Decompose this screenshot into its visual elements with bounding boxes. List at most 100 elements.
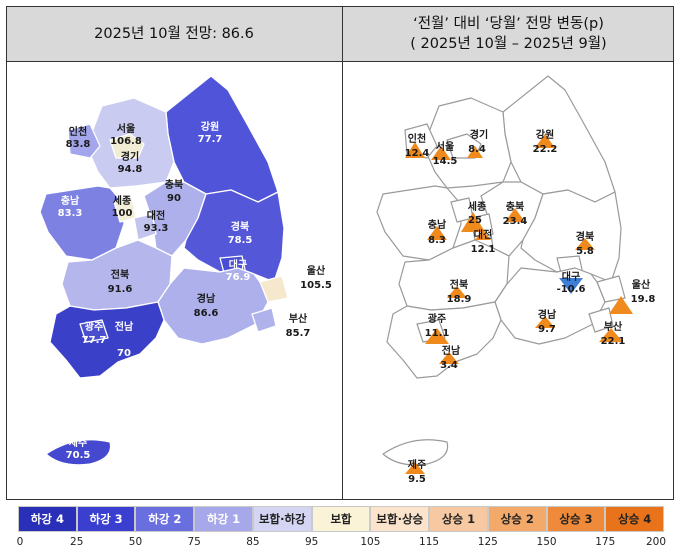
left-label-daegu-name: 대구 xyxy=(229,258,247,271)
right-label-chungbuk-name: 충북 xyxy=(506,200,524,213)
right-label-gyeonggi-value: 8.4 xyxy=(468,144,486,155)
left-label-ulsan-value: 105.5 xyxy=(300,280,332,291)
right-label-busan-value: 22.1 xyxy=(601,336,626,347)
left-label-jeju-value: 70.5 xyxy=(66,450,91,461)
figure-frame xyxy=(6,6,674,500)
legend-tick-label: 150 xyxy=(536,536,557,548)
left-label-seoul-name: 서울 xyxy=(117,122,135,135)
right-label-sejong-value: 25 xyxy=(468,215,482,226)
left-label-gyeonggi-name: 경기 xyxy=(121,150,139,163)
arrow-up-icon xyxy=(447,286,467,298)
left-label-gangwon-value: 77.7 xyxy=(198,134,223,145)
region-daejeon xyxy=(133,213,157,241)
region-chungnam xyxy=(39,185,125,261)
legend-tick-label: 25 xyxy=(70,536,84,548)
region-busan xyxy=(251,307,277,333)
right-label-gangwon-value: 22.2 xyxy=(533,144,558,155)
arrow-up-icon xyxy=(405,462,425,474)
region-jeju xyxy=(45,439,112,466)
right-label-jeonnam-name: 전남 xyxy=(442,344,461,357)
left-label-busan-value: 85.7 xyxy=(286,328,311,339)
arrow-up-icon xyxy=(535,316,555,328)
left-label-seoul-value: 106.8 xyxy=(110,136,142,147)
right-label-gwangju-name: 광주 xyxy=(428,313,446,325)
legend-tick-label: 115 xyxy=(419,536,440,548)
right-label-busan-name: 부산 xyxy=(604,320,623,333)
left-label-gyeongbuk-name: 경북 xyxy=(231,220,249,233)
arrow-up-icon xyxy=(461,212,485,232)
legend-item: 하강 1 xyxy=(194,506,253,532)
right-label-incheon-value: 12.4 xyxy=(405,148,430,159)
legend-tick-label: 105 xyxy=(360,536,381,548)
arrow-up-icon xyxy=(467,146,483,158)
right-label-chungnam-value: 8.3 xyxy=(428,235,446,246)
left-label-chungnam-value: 83.3 xyxy=(58,208,83,219)
region-incheon xyxy=(67,123,101,159)
left-label-daejeon-name: 대전 xyxy=(147,209,165,222)
legend-item: 하강 2 xyxy=(135,506,195,532)
right-label-jeju-value: 9.5 xyxy=(408,474,426,485)
legend-item: 상승 4 xyxy=(605,506,665,532)
left-label-daegu-value: 76.9 xyxy=(226,272,251,283)
left-label-ulsan-name: 울산 xyxy=(307,264,326,277)
legend-item: 상승 2 xyxy=(487,506,547,532)
right-label-chungbuk-value: 23.4 xyxy=(503,216,528,227)
right-label-gyeongbuk-value: 5.8 xyxy=(576,246,594,257)
left-label-jeju-name: 제주 xyxy=(69,436,87,449)
legend-tick-label: 85 xyxy=(246,536,260,548)
arrow-up-icon xyxy=(505,208,525,222)
right-panel-header: ‘전월’ 대비 ‘당월’ 전망 변동(p) ( 2025년 10월 – 2025… xyxy=(343,6,674,62)
legend-tick-label: 125 xyxy=(477,536,498,548)
right-label-sejong-name: 세종 xyxy=(468,200,486,213)
legend-item: 하강 3 xyxy=(76,506,136,532)
left-label-gyeongbuk-value: 78.5 xyxy=(228,235,253,246)
arrow-up-icon xyxy=(439,352,459,364)
left-label-daejeon-value: 93.3 xyxy=(144,223,169,234)
color-legend: 하강 4 하강 3 하강 2 하강 1 보합·하강 보합 보합·상승 상승 1 상승 2 상승 3… xyxy=(18,506,665,532)
legend-tick-label: 0 xyxy=(16,536,24,548)
arrow-up-icon xyxy=(425,328,449,344)
left-label-incheon-value: 83.8 xyxy=(66,139,91,150)
right-label-jeonbuk-name: 전북 xyxy=(450,278,468,291)
legend-item: 보합·상승 xyxy=(370,506,430,532)
left-label-gyeongnam-value: 86.6 xyxy=(194,308,219,319)
right-label-daegu-name: 대구 xyxy=(562,270,580,283)
arrow-up-icon xyxy=(575,238,595,250)
right-label-daejeon-value: 12.1 xyxy=(471,244,496,255)
region-seoul xyxy=(109,133,145,159)
legend-item: 상승 3 xyxy=(546,506,606,532)
left-header-title: 2025년 10월 전망: 86.6 xyxy=(94,25,254,42)
right-label-gyeonggi-name: 경기 xyxy=(470,128,488,141)
right-label-seoul-value: 14.5 xyxy=(433,156,458,167)
region-gyeongnam xyxy=(157,267,269,345)
right-change-map: 인천 12.4 서울 14.5 경기 8.4 강원 22.2 충남 8.3 세종… xyxy=(376,75,656,485)
legend-item: 상승 1 xyxy=(429,506,488,532)
legend-ticks: 0 25 50 75 85 95 105 115 125 150 175 200 xyxy=(0,536,680,550)
left-choropleth-map: 인천 83.8 서울 106.8 경기 94.8 강원 77.7 충남 83.3… xyxy=(39,75,332,466)
region-jeju-outline xyxy=(382,439,449,466)
right-label-chungnam-name: 충남 xyxy=(428,218,447,231)
right-label-daegu-value: -10.6 xyxy=(557,284,586,295)
legend-item: 보합 xyxy=(311,506,371,532)
arrow-up-icon xyxy=(475,230,491,240)
change-markers xyxy=(405,134,633,474)
right-label-ulsan-name: 울산 xyxy=(632,278,651,291)
left-label-gangwon-name: 강원 xyxy=(201,120,219,133)
left-label-chungbuk-name: 충북 xyxy=(165,178,183,191)
panel-divider xyxy=(342,62,343,500)
left-label-jeonnam-value: 70 xyxy=(117,348,131,359)
left-label-chungbuk-value: 90 xyxy=(167,193,181,204)
legend-item: 보합·하강 xyxy=(252,506,312,532)
right-header-title: ‘전월’ 대비 ‘당월’ 전망 변동(p) xyxy=(413,15,604,32)
legend-tick-label: 95 xyxy=(304,536,319,548)
left-label-gyeonggi-value: 94.8 xyxy=(118,164,143,175)
right-label-ulsan-value: 19.8 xyxy=(631,294,656,305)
left-panel-header: 2025년 10월 전망: 86.6 xyxy=(6,6,343,62)
left-label-gwangju-name: 광주 xyxy=(85,321,103,333)
left-label-gyeongnam-name: 경남 xyxy=(197,292,216,305)
arrow-up-icon xyxy=(405,142,425,158)
left-label-busan-name: 부산 xyxy=(289,312,308,325)
legend-tick-label: 200 xyxy=(645,536,667,548)
legend-item: 하강 4 xyxy=(18,506,77,532)
arrow-up-icon xyxy=(535,134,555,148)
